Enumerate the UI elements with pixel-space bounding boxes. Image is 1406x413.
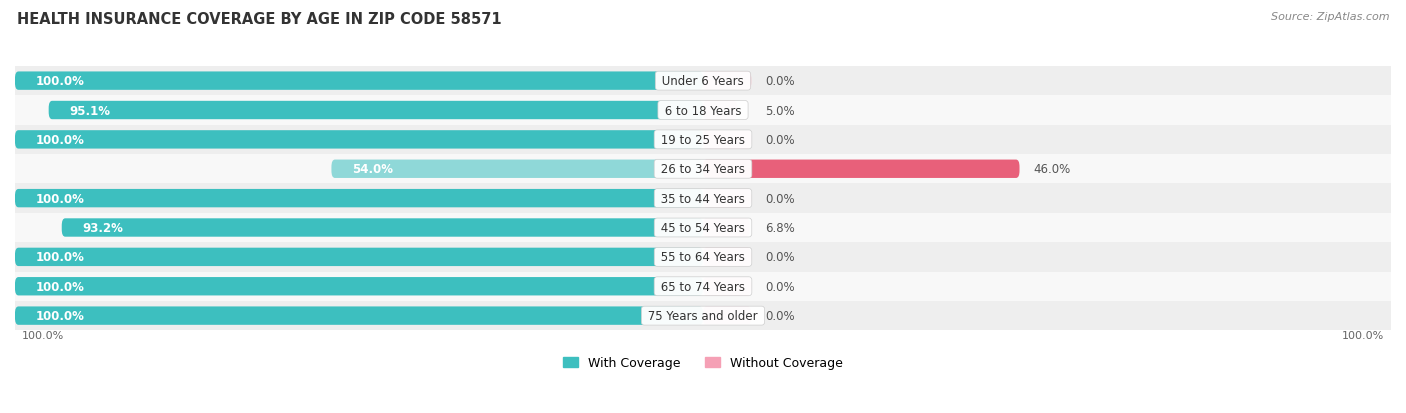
Bar [15,242,1391,272]
Bar [15,67,1391,96]
Bar [15,301,1391,330]
FancyBboxPatch shape [703,131,751,149]
Text: 0.0%: 0.0% [765,133,794,147]
Legend: With Coverage, Without Coverage: With Coverage, Without Coverage [558,351,848,374]
FancyBboxPatch shape [703,248,751,266]
FancyBboxPatch shape [703,190,751,208]
Text: 0.0%: 0.0% [765,280,794,293]
Text: HEALTH INSURANCE COVERAGE BY AGE IN ZIP CODE 58571: HEALTH INSURANCE COVERAGE BY AGE IN ZIP … [17,12,502,27]
FancyBboxPatch shape [703,102,737,120]
FancyBboxPatch shape [15,248,703,266]
Text: 46.0%: 46.0% [1033,163,1070,176]
FancyBboxPatch shape [49,102,703,120]
Text: 55 to 64 Years: 55 to 64 Years [657,251,749,264]
FancyBboxPatch shape [15,131,703,149]
Text: 6 to 18 Years: 6 to 18 Years [661,104,745,117]
Text: 35 to 44 Years: 35 to 44 Years [657,192,749,205]
Text: 19 to 25 Years: 19 to 25 Years [657,133,749,147]
Text: 0.0%: 0.0% [765,75,794,88]
FancyBboxPatch shape [703,307,751,325]
Bar [15,126,1391,155]
Text: 26 to 34 Years: 26 to 34 Years [657,163,749,176]
FancyBboxPatch shape [62,219,703,237]
Text: 100.0%: 100.0% [22,330,65,340]
Bar [15,184,1391,213]
FancyBboxPatch shape [703,219,749,237]
Text: 75 Years and older: 75 Years and older [644,309,762,322]
Bar [15,155,1391,184]
Text: 100.0%: 100.0% [35,133,84,147]
Text: Under 6 Years: Under 6 Years [658,75,748,88]
Text: 54.0%: 54.0% [352,163,394,176]
Text: 100.0%: 100.0% [35,309,84,322]
Bar [15,213,1391,242]
Text: 100.0%: 100.0% [35,75,84,88]
FancyBboxPatch shape [15,278,703,296]
Text: 0.0%: 0.0% [765,309,794,322]
FancyBboxPatch shape [703,72,751,90]
Text: 100.0%: 100.0% [35,280,84,293]
Text: Source: ZipAtlas.com: Source: ZipAtlas.com [1271,12,1389,22]
Text: 45 to 54 Years: 45 to 54 Years [657,221,749,235]
FancyBboxPatch shape [15,307,703,325]
Text: 100.0%: 100.0% [35,192,84,205]
Text: 100.0%: 100.0% [1341,330,1384,340]
FancyBboxPatch shape [703,160,1019,178]
FancyBboxPatch shape [15,72,703,90]
FancyBboxPatch shape [15,190,703,208]
Bar [15,96,1391,126]
Text: 100.0%: 100.0% [35,251,84,264]
Text: 5.0%: 5.0% [765,104,794,117]
Text: 65 to 74 Years: 65 to 74 Years [657,280,749,293]
Text: 93.2%: 93.2% [83,221,124,235]
Text: 6.8%: 6.8% [765,221,794,235]
Text: 95.1%: 95.1% [69,104,110,117]
Bar [15,272,1391,301]
FancyBboxPatch shape [703,278,751,296]
Text: 0.0%: 0.0% [765,192,794,205]
FancyBboxPatch shape [332,160,703,178]
Text: 0.0%: 0.0% [765,251,794,264]
